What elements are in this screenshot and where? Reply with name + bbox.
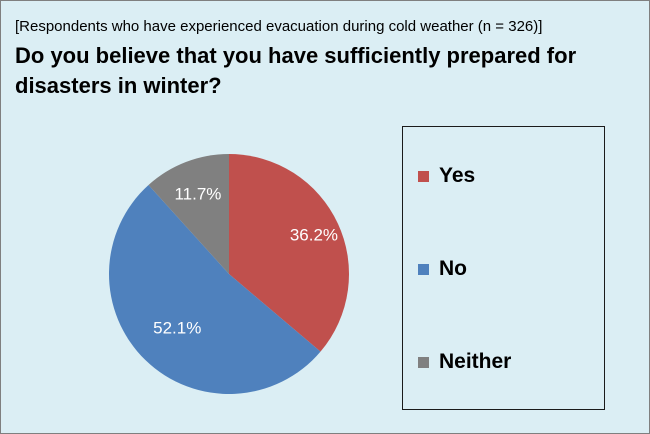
legend-label-neither: Neither xyxy=(439,350,512,373)
legend-item-neither: Neither xyxy=(418,350,511,374)
legend-label-yes: Yes xyxy=(439,164,476,187)
pie-slice-neither xyxy=(148,154,229,274)
pie-label-neither: 11.7% xyxy=(174,184,221,203)
chart-title: Do you believe that you have sufficientl… xyxy=(15,43,577,98)
legend-swatch-neither xyxy=(418,356,429,368)
chart-subtitle: [Respondents who have experienced evacua… xyxy=(15,18,543,35)
legend: Yes No Neither xyxy=(402,126,605,410)
legend-item-no: No xyxy=(418,257,467,281)
pie-slice-no xyxy=(109,184,321,394)
legend-label-no: No xyxy=(439,257,467,280)
pie-slice-yes xyxy=(229,154,350,352)
legend-swatch-yes xyxy=(418,170,429,182)
legend-swatch-no xyxy=(418,263,429,275)
legend-item-yes: Yes xyxy=(418,164,475,188)
pie-label-yes: 36.2% xyxy=(290,226,338,245)
pie-label-no: 52.1% xyxy=(153,318,201,337)
